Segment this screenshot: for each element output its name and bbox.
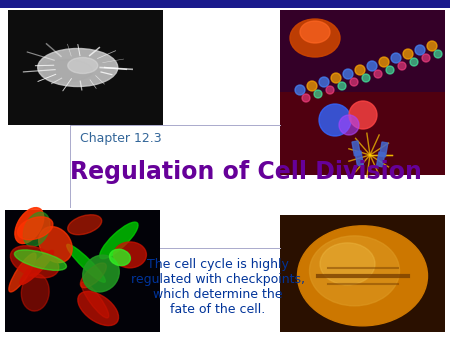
Text: Chapter 12.3: Chapter 12.3 <box>80 132 162 145</box>
Circle shape <box>349 101 377 129</box>
Bar <box>0 0 450 8</box>
Bar <box>355 151 363 166</box>
Bar <box>280 10 445 175</box>
Ellipse shape <box>38 48 118 87</box>
Circle shape <box>379 57 389 67</box>
Ellipse shape <box>109 249 130 266</box>
Text: Regulation of Cell Division: Regulation of Cell Division <box>70 160 422 184</box>
Circle shape <box>302 94 310 102</box>
Circle shape <box>326 86 334 94</box>
Ellipse shape <box>21 274 49 311</box>
Ellipse shape <box>43 59 93 81</box>
Circle shape <box>314 90 322 98</box>
Ellipse shape <box>68 215 102 235</box>
Circle shape <box>410 58 418 66</box>
Bar <box>5 210 160 332</box>
Circle shape <box>295 85 305 95</box>
Ellipse shape <box>290 19 340 57</box>
Ellipse shape <box>18 217 53 240</box>
Circle shape <box>319 104 351 136</box>
Ellipse shape <box>14 250 67 270</box>
Ellipse shape <box>78 291 118 325</box>
Circle shape <box>374 70 382 78</box>
Circle shape <box>307 81 317 91</box>
Circle shape <box>338 82 346 90</box>
Ellipse shape <box>100 222 138 259</box>
Circle shape <box>427 41 437 51</box>
Ellipse shape <box>300 21 330 43</box>
Circle shape <box>339 115 359 135</box>
Ellipse shape <box>68 57 98 73</box>
Ellipse shape <box>83 255 119 292</box>
Ellipse shape <box>297 226 427 326</box>
Circle shape <box>331 73 341 83</box>
Circle shape <box>386 66 394 74</box>
Bar <box>280 215 445 332</box>
Ellipse shape <box>81 263 106 288</box>
Ellipse shape <box>20 250 54 285</box>
Bar <box>379 142 388 157</box>
Text: The cell cycle is highly
regulated with checkpoints,
which determine the
fate of: The cell cycle is highly regulated with … <box>131 258 305 316</box>
Ellipse shape <box>23 212 50 247</box>
Bar <box>280 10 445 92</box>
Circle shape <box>422 54 430 62</box>
Circle shape <box>398 62 406 70</box>
Ellipse shape <box>67 244 105 282</box>
Ellipse shape <box>113 242 146 268</box>
Bar <box>8 10 163 125</box>
Circle shape <box>367 61 377 71</box>
Circle shape <box>350 78 358 86</box>
Ellipse shape <box>39 226 72 263</box>
Circle shape <box>391 53 401 63</box>
Ellipse shape <box>81 282 109 318</box>
Circle shape <box>434 50 442 58</box>
Circle shape <box>403 49 413 59</box>
Circle shape <box>319 77 329 87</box>
Bar <box>377 152 385 167</box>
Ellipse shape <box>310 236 400 306</box>
Circle shape <box>362 74 370 82</box>
Circle shape <box>415 45 425 55</box>
Ellipse shape <box>9 253 36 292</box>
Bar <box>352 141 360 156</box>
Ellipse shape <box>15 208 44 243</box>
Circle shape <box>355 65 365 75</box>
Ellipse shape <box>320 243 375 285</box>
Ellipse shape <box>10 246 59 278</box>
Circle shape <box>343 69 353 79</box>
